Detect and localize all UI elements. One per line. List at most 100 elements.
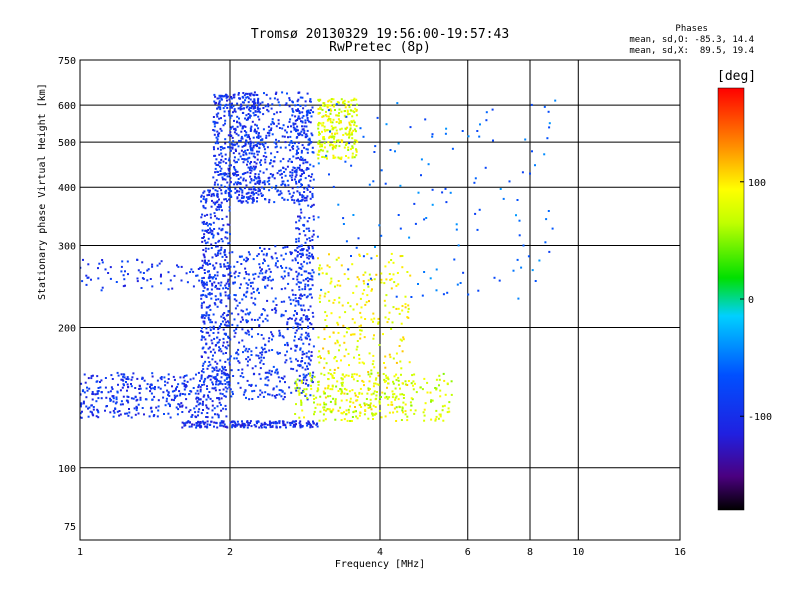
- data-point: [259, 246, 261, 249]
- data-point: [309, 197, 312, 200]
- data-point: [292, 166, 295, 169]
- data-point: [210, 297, 213, 300]
- data-point: [329, 118, 332, 120]
- data-point: [248, 253, 251, 256]
- data-point: [104, 377, 107, 379]
- data-point: [217, 383, 220, 386]
- data-point: [250, 128, 253, 131]
- data-point: [372, 385, 375, 388]
- data-point: [197, 410, 200, 413]
- data-point: [299, 96, 302, 99]
- data-point: [394, 398, 397, 401]
- data-point: [413, 373, 416, 376]
- data-point: [309, 272, 312, 275]
- data-point: [250, 125, 253, 128]
- data-point: [151, 263, 154, 266]
- data-point: [224, 231, 227, 234]
- data-point: [256, 181, 259, 184]
- data-point: [163, 413, 165, 415]
- data-point: [336, 380, 339, 383]
- data-point: [201, 316, 204, 319]
- data-point: [264, 383, 267, 386]
- data-point: [259, 139, 262, 142]
- data-point: [401, 255, 404, 257]
- data-point: [207, 356, 210, 359]
- data-point: [274, 264, 277, 267]
- data-point: [303, 172, 305, 174]
- data-point: [219, 148, 222, 151]
- data-point: [136, 258, 139, 261]
- data-point: [527, 255, 530, 258]
- data-point: [330, 410, 333, 413]
- data-point: [202, 290, 205, 292]
- data-point: [302, 342, 305, 345]
- data-point: [327, 372, 330, 375]
- plot-frame: [79, 59, 681, 541]
- data-point: [380, 234, 383, 237]
- data-point: [370, 318, 373, 321]
- data-point: [275, 142, 278, 145]
- data-point: [172, 375, 175, 378]
- data-point: [257, 354, 260, 357]
- data-point: [254, 110, 257, 113]
- data-point: [334, 356, 337, 358]
- data-point: [121, 260, 124, 263]
- data-point: [271, 118, 274, 121]
- data-point: [227, 287, 229, 290]
- data-point: [109, 397, 111, 400]
- data-point: [218, 249, 221, 252]
- data-point: [236, 196, 239, 199]
- data-point: [392, 382, 395, 385]
- data-point: [236, 125, 239, 128]
- data-point: [253, 91, 256, 94]
- data-point: [407, 310, 410, 313]
- data-point: [213, 266, 216, 269]
- data-point: [251, 201, 254, 204]
- data-point: [309, 338, 312, 341]
- data-point: [232, 172, 234, 175]
- data-point: [208, 191, 211, 194]
- data-point: [219, 265, 222, 268]
- data-point: [101, 286, 104, 289]
- data-point: [309, 190, 312, 193]
- data-point: [257, 187, 260, 190]
- data-point: [160, 260, 163, 263]
- data-point: [205, 331, 208, 334]
- data-point: [206, 241, 209, 244]
- data-point: [203, 235, 205, 238]
- data-point: [296, 246, 299, 249]
- data-point: [311, 194, 314, 197]
- data-point: [197, 424, 200, 427]
- data-point: [397, 376, 400, 379]
- data-point: [284, 168, 287, 171]
- data-point: [300, 308, 303, 311]
- data-point: [295, 238, 298, 241]
- data-point: [327, 117, 330, 120]
- data-point: [252, 144, 255, 147]
- data-point: [220, 370, 223, 373]
- data-point: [246, 259, 249, 262]
- data-point: [246, 149, 249, 151]
- data-point: [203, 239, 206, 242]
- data-point: [210, 233, 213, 236]
- data-point: [366, 294, 369, 297]
- data-point: [234, 187, 237, 190]
- data-point: [237, 369, 240, 371]
- data-point: [189, 378, 192, 381]
- data-point: [326, 119, 329, 122]
- data-point: [317, 108, 320, 110]
- data-point: [173, 378, 176, 381]
- data-point: [473, 181, 476, 184]
- data-point: [387, 382, 389, 385]
- data-point: [330, 312, 333, 315]
- data-point: [203, 261, 206, 264]
- data-point: [306, 398, 309, 401]
- data-point: [249, 162, 252, 165]
- data-point: [356, 276, 359, 279]
- data-point: [395, 307, 398, 310]
- data-point: [261, 194, 264, 197]
- data-point: [282, 124, 285, 127]
- data-point: [260, 186, 263, 189]
- data-point: [213, 281, 216, 284]
- data-point: [257, 97, 260, 100]
